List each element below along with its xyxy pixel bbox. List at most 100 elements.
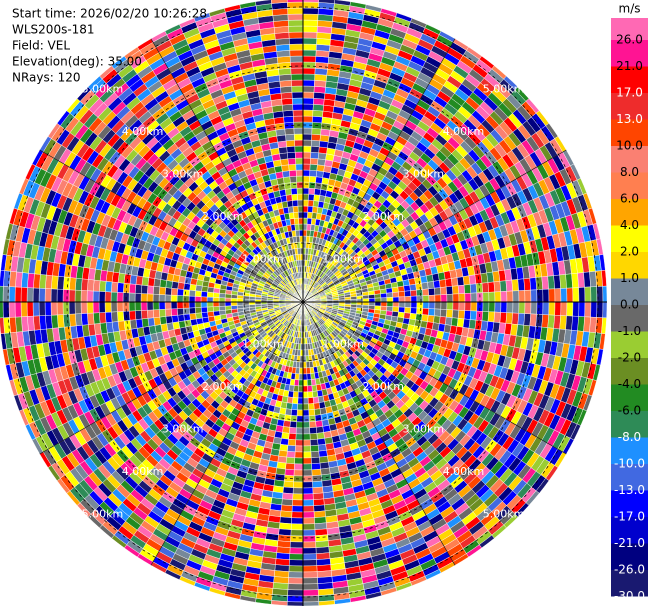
gate-cell [548, 288, 556, 303]
gate-cell [290, 415, 298, 423]
gate-cell [284, 408, 292, 416]
gate-cell [553, 274, 561, 290]
gate-cell [45, 274, 53, 290]
gate-cell [218, 305, 226, 312]
gate-cell [201, 311, 209, 319]
gate-cell [302, 517, 315, 525]
gate-cell [317, 443, 327, 452]
gate-cell [481, 282, 489, 293]
gate-cell [499, 280, 507, 292]
gate-cell [310, 145, 320, 154]
gate-cell [302, 511, 315, 519]
gate-cell [171, 314, 179, 323]
gate-cell [302, 13, 319, 21]
gate-cell [152, 309, 161, 318]
gate-cell [293, 463, 304, 471]
gate-cell [446, 293, 454, 303]
gate-cell [530, 301, 538, 315]
gate-cell [314, 408, 322, 416]
gate-cell [458, 293, 466, 303]
gate-cell [170, 294, 178, 303]
gate-cell [316, 38, 331, 46]
gate-cell [313, 510, 326, 518]
gate-cell [463, 284, 472, 294]
gate-cell [0, 285, 4, 303]
gate-cell [302, 151, 312, 159]
gate-cell [302, 37, 318, 45]
gate-cell [87, 279, 95, 292]
gate-cell [317, 438, 326, 446]
gate-cell [548, 301, 556, 316]
gate-cell [308, 181, 316, 189]
gate-cell [302, 493, 314, 501]
gate-cell [302, 175, 310, 183]
gate-cell [293, 469, 304, 477]
gate-cell [464, 301, 472, 312]
gate-cell [158, 308, 167, 318]
gate-cell [152, 293, 160, 303]
gate-cell [308, 415, 316, 423]
gate-cell [302, 373, 308, 381]
gate-cell [434, 294, 442, 303]
gate-cell [218, 297, 226, 303]
gate-cell [104, 291, 112, 303]
gate-cell [290, 409, 298, 417]
gate-cell [470, 292, 478, 303]
gate-cell [280, 504, 293, 512]
gate-cell [602, 301, 608, 319]
gate-cell [283, 420, 291, 428]
gate-cell [146, 285, 155, 295]
gate-cell [26, 287, 34, 303]
gate-cell [427, 281, 435, 290]
gate-cell [117, 311, 125, 322]
gate-cell [105, 311, 113, 323]
radar-field [0, 0, 608, 607]
gate-cell [288, 433, 297, 441]
gate-cell [206, 301, 214, 308]
gate-cell [140, 309, 149, 320]
gate-cell [93, 312, 101, 325]
gate-cell [482, 292, 490, 303]
gate-cell [302, 469, 313, 477]
gate-cell [374, 301, 382, 307]
gate-cell [506, 290, 514, 303]
gate-cell [86, 290, 94, 303]
gate-cell [302, 199, 309, 207]
gate-cell [559, 274, 567, 289]
gate-cell [302, 529, 316, 537]
gate-cell [284, 468, 295, 477]
gate-cell [316, 432, 325, 440]
gate-cell [302, 97, 314, 105]
gate-cell [306, 217, 313, 225]
gate-cell [293, 385, 299, 393]
gate-cell [281, 498, 293, 506]
gate-cell [296, 421, 304, 429]
gate-cell [554, 301, 562, 316]
gate-cell [278, 522, 292, 530]
gate-cell [302, 565, 318, 573]
gate-cell [310, 139, 321, 148]
gate-cell [428, 301, 436, 310]
gate-cell [285, 456, 296, 465]
gate-cell [302, 0, 320, 3]
gate-cell [385, 287, 393, 294]
gate-cell [309, 421, 317, 429]
gate-cell [536, 289, 544, 303]
gate-cell [81, 278, 89, 291]
gate-cell [421, 282, 429, 290]
gate-cell [487, 311, 495, 323]
gate-cell [164, 301, 172, 310]
gate-cell [451, 285, 460, 295]
gate-cell [314, 528, 328, 536]
gate-cell [310, 378, 317, 386]
gate-cell [183, 282, 191, 291]
gate-cell [306, 373, 312, 381]
gate-cell [446, 301, 454, 311]
gate-cell [512, 301, 520, 314]
gate-cell [302, 583, 319, 591]
gate-cell [313, 98, 325, 106]
gate-cell [314, 80, 327, 88]
gate-cell [287, 577, 304, 585]
gate-cell [506, 301, 514, 314]
gate-cell [428, 294, 436, 303]
